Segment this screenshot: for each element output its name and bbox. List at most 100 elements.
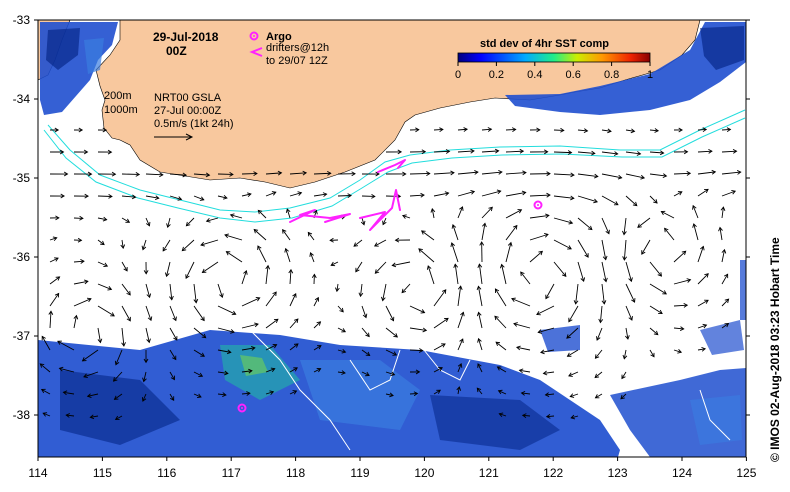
colorbar-tick-label: 1 [647,69,653,81]
current-vector-head [497,389,503,395]
current-vector-head [316,345,322,350]
current-vector [673,172,691,175]
current-vector [457,150,475,153]
current-vector [97,305,115,317]
current-vector [623,217,627,235]
current-vector-head [55,215,60,221]
current-vector [553,239,572,250]
current-vector [477,286,483,307]
current-vector-head [141,397,147,402]
current-vector [577,239,589,258]
current-vector [265,391,274,395]
product-name: NRT00 GSLA [154,92,222,104]
x-tick-label: 116 [157,466,176,480]
current-vector-head [426,171,431,176]
current-vector-head [545,294,550,300]
x-tick-label: 121 [479,466,499,480]
current-vector-head [736,170,742,175]
current-vector-head [650,352,655,358]
current-vector-head [355,267,360,273]
vector-scale-label: 0.5m/s (1kt 24h) [154,118,233,130]
current-vector [265,265,269,285]
colorbar-tick-label: 0 [455,69,461,81]
current-vector [337,305,344,313]
current-vector-head [111,171,117,177]
current-vector-head [731,189,737,195]
x-tick-label: 119 [350,466,369,480]
current-vector-head [653,330,659,336]
current-vector-head [704,299,709,304]
current-vector-head [48,310,54,315]
current-vector [241,270,247,285]
current-vector [313,368,321,373]
current-vector-head [389,392,394,398]
current-vector [697,348,706,351]
current-vector [82,349,99,362]
current-vector-head [159,172,164,178]
current-vector-head [421,149,427,155]
current-vector-head [566,352,572,357]
current-vector [577,195,598,203]
current-vector [265,172,282,175]
current-vector [601,283,605,304]
current-vector-head [402,171,407,177]
current-vector [649,151,664,154]
current-vector [721,273,729,285]
current-vector-head [81,357,87,362]
current-vector-head [628,316,633,321]
current-vector [289,269,292,285]
current-vector [481,150,499,153]
current-vector-head [205,218,211,223]
current-vector [481,190,501,197]
current-vector-head [637,223,642,228]
current-vector-head [200,316,205,322]
current-vector [505,225,518,241]
x-tick-label: 117 [222,466,241,480]
current-vector [641,239,651,255]
current-vector [457,206,463,219]
current-vector-head [371,193,376,199]
current-vector [625,195,638,207]
current-vector-head [658,309,663,314]
isobath-1000m [43,117,746,223]
current-vector-head [568,219,574,225]
current-vector-head [107,286,113,291]
current-vector-head [542,370,548,376]
current-vector-head [89,414,95,420]
current-vector-head [254,322,259,328]
current-vector [265,344,277,351]
current-vector-head [200,352,205,357]
current-vector-head [375,171,380,177]
current-vector [241,297,260,307]
current-vector-head [420,192,425,198]
current-vector [431,208,435,219]
current-vector [625,173,645,179]
current-vector [230,214,243,219]
current-vector-head [73,314,79,320]
current-vector [457,386,460,395]
current-vector [310,252,315,263]
current-vector [265,368,275,373]
current-vector [121,283,131,296]
current-vector [553,151,572,154]
current-vector [505,150,524,153]
current-vector [427,265,435,285]
current-vector [162,239,171,252]
current-vector-head [311,273,317,279]
current-vector-head [365,351,371,357]
current-vector-head [430,207,436,213]
current-vector-head [63,171,69,177]
current-vector [478,338,483,351]
current-vector [285,248,291,263]
current-vector-head [457,363,463,368]
current-vector-head [391,262,397,268]
current-vector [169,173,187,176]
current-vector-head [664,227,669,233]
current-vector-head [401,288,407,294]
current-vector-head [628,277,633,283]
current-vector [337,349,346,353]
current-vector [511,298,531,307]
current-vector-head [511,127,517,132]
current-vector-head [701,346,707,352]
current-vector-head [170,396,175,401]
